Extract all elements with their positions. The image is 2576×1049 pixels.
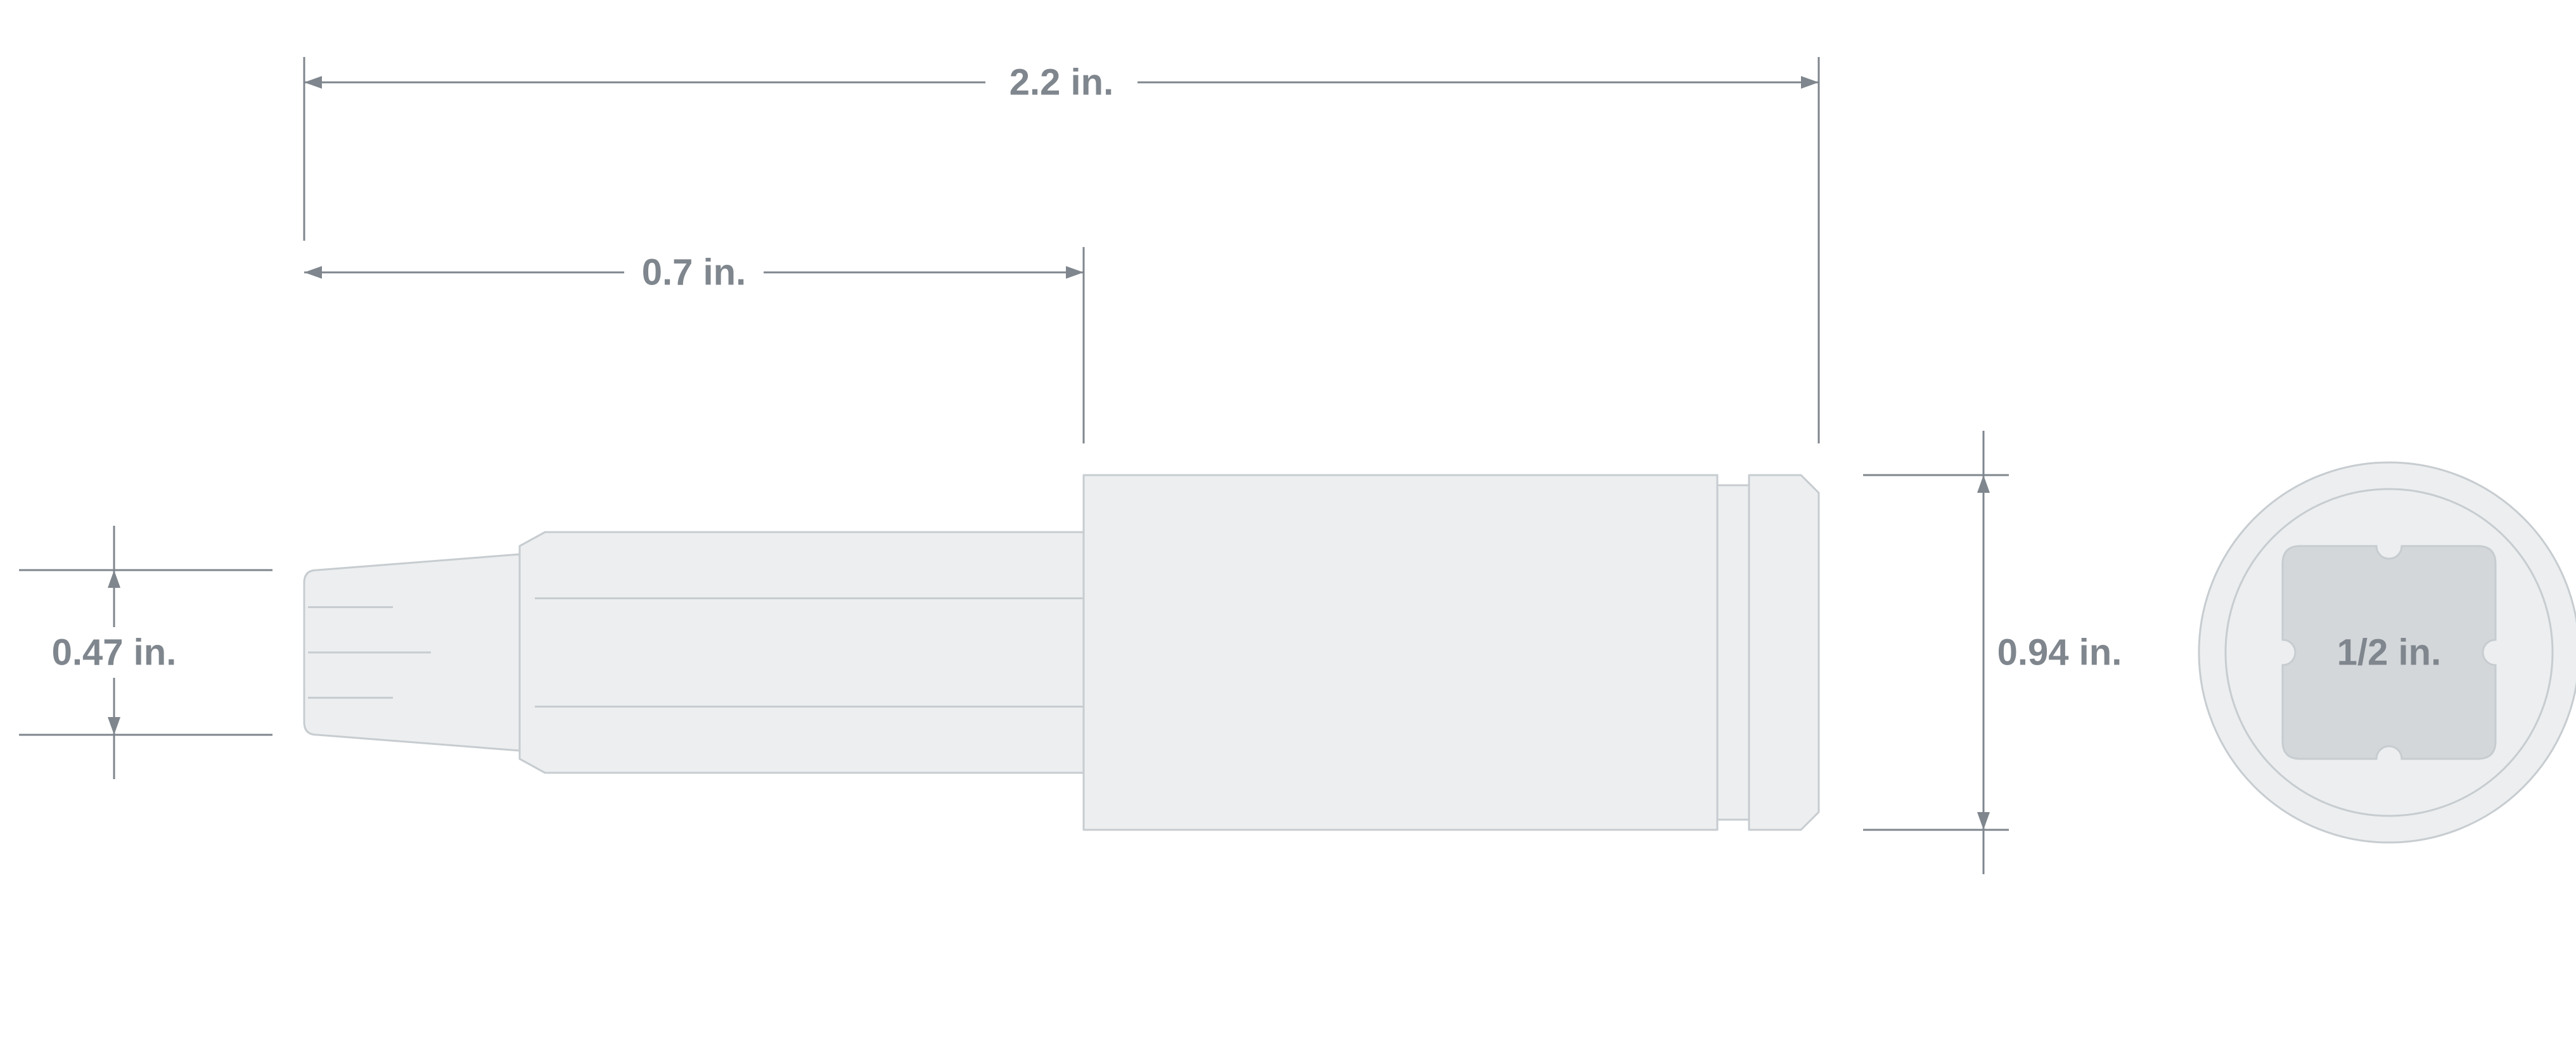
socket-body: [1084, 475, 1819, 830]
diagram-svg: [0, 0, 2576, 1049]
hex-shaft: [520, 532, 1084, 773]
label-drive-size: 1/2 in.: [2337, 632, 2441, 674]
label-overall-length: 2.2 in.: [1009, 61, 1113, 104]
label-tip-height: 0.47 in.: [52, 632, 177, 674]
diagram-stage: 2.2 in. 0.7 in. 0.47 in. 0.94 in. 1/2 in…: [0, 0, 2576, 1049]
label-bit-length: 0.7 in.: [642, 251, 746, 294]
label-body-height: 0.94 in.: [1997, 632, 2122, 674]
